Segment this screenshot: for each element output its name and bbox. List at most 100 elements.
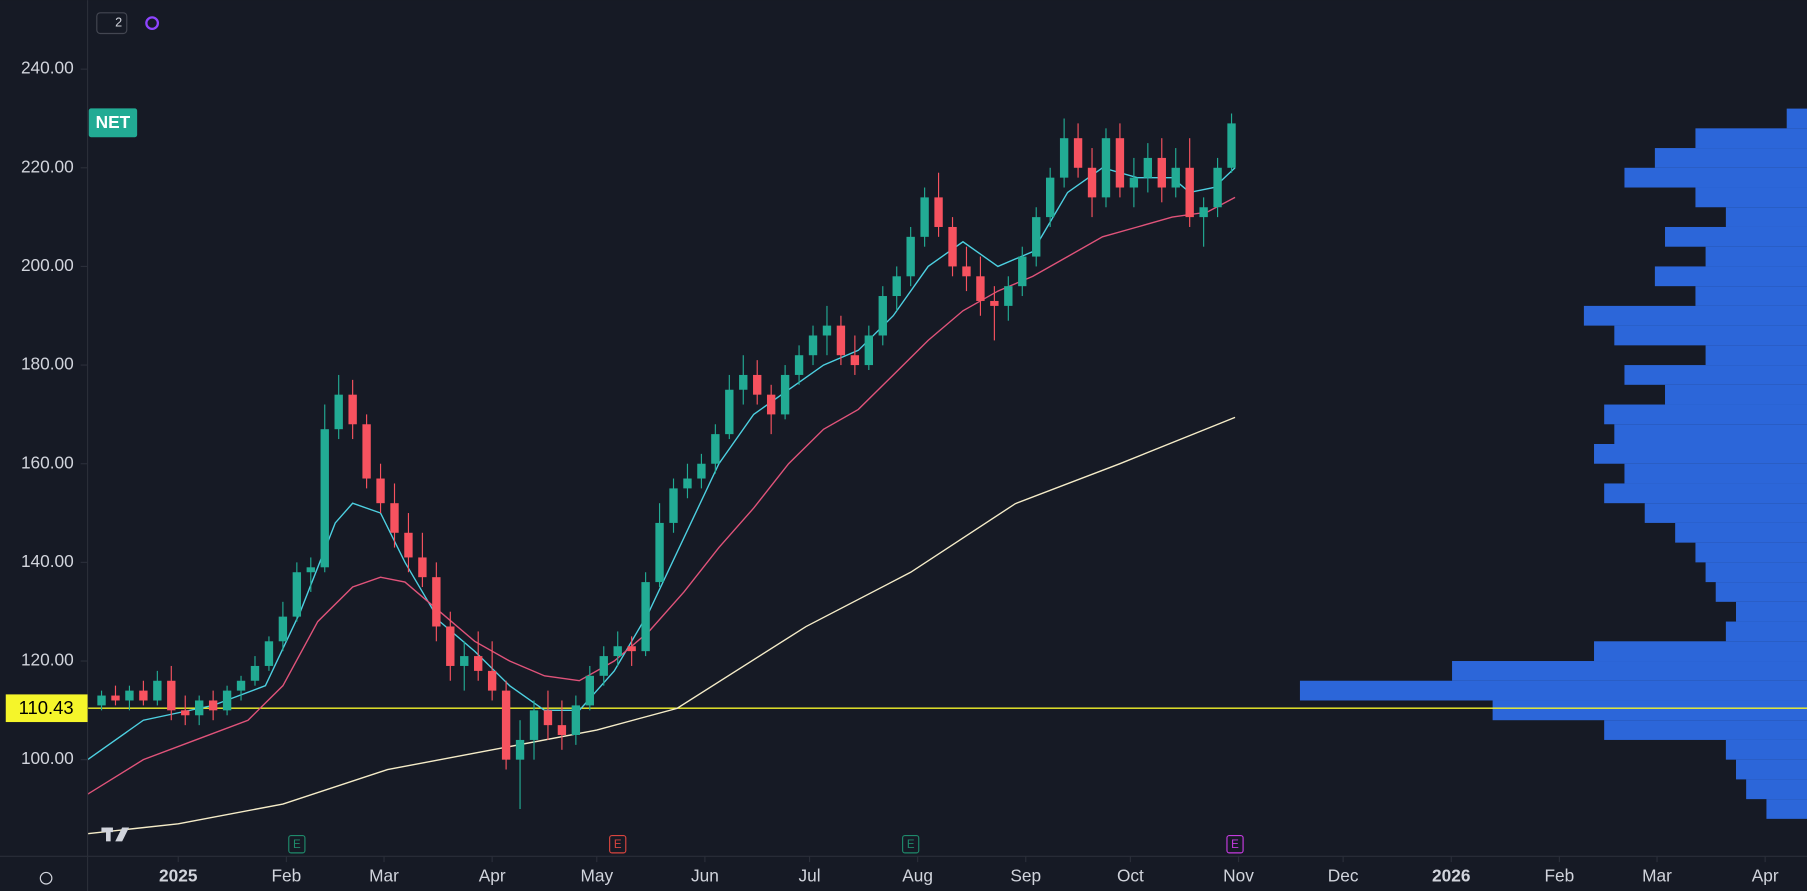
- candle-body: [1032, 217, 1041, 257]
- candle-body: [362, 424, 371, 479]
- volume-profile-bar: [1644, 503, 1807, 523]
- volume-profile-bar: [1614, 424, 1807, 444]
- volume-profile-bar: [1786, 108, 1807, 129]
- candle-body: [753, 374, 762, 395]
- x-tick-label: Mar: [1642, 866, 1672, 886]
- candle-body: [920, 197, 929, 237]
- settings-icon[interactable]: [39, 871, 53, 885]
- volume-profile-bar: [1604, 720, 1807, 740]
- volume-profile-bar: [1665, 384, 1807, 405]
- candle-body: [250, 665, 260, 681]
- volume-profile-bar: [1624, 167, 1807, 188]
- x-tick-label: Feb: [1544, 866, 1574, 886]
- interval-badge[interactable]: 2: [115, 15, 122, 29]
- volume-profile-bar: [1695, 286, 1807, 306]
- volume-profile-bar: [1695, 542, 1807, 563]
- volume-profile-bar: [1604, 404, 1807, 425]
- moving-average: [87, 196, 1236, 795]
- candle-body: [822, 325, 832, 336]
- volume-profile-bar: [1299, 680, 1807, 701]
- event-marker: [902, 835, 920, 854]
- candle-body: [125, 690, 134, 701]
- interval-box[interactable]: [96, 12, 128, 35]
- candle-body: [153, 680, 162, 701]
- x-tick-label: Jul: [798, 866, 820, 886]
- x-tick-label: 2026: [1432, 866, 1470, 886]
- candle-body: [334, 394, 343, 430]
- candle-body: [515, 739, 525, 760]
- candle-body: [97, 695, 106, 706]
- event-label: E: [1231, 839, 1239, 851]
- candle-body: [222, 690, 232, 711]
- event-marker: [288, 835, 306, 854]
- volume-profile-bar: [1736, 759, 1807, 780]
- candle-body: [1157, 157, 1166, 188]
- x-tick-label: 2025: [159, 866, 198, 886]
- candle-body: [850, 355, 860, 366]
- candle-body: [683, 478, 692, 489]
- candle-body: [111, 695, 120, 701]
- candle-body: [348, 394, 357, 425]
- volume-profile-bar: [1675, 522, 1807, 543]
- volume-profile-bar: [1665, 226, 1807, 247]
- volume-profile-bar: [1654, 148, 1807, 168]
- candle-body: [390, 503, 399, 533]
- y-tick-label: 180.00: [21, 354, 74, 374]
- candle-body: [641, 582, 650, 652]
- event-marker: [1226, 835, 1244, 854]
- candle-body: [320, 429, 329, 568]
- candle-body: [1199, 207, 1208, 218]
- candle-body: [711, 434, 720, 464]
- candle-body: [1115, 138, 1125, 188]
- volume-profile-bar: [1715, 582, 1807, 602]
- candle-body: [669, 488, 678, 523]
- candle-body: [794, 355, 804, 375]
- candle-body: [208, 700, 218, 711]
- candle-body: [1045, 177, 1055, 218]
- y-tick-label: 240.00: [21, 58, 74, 78]
- volume-profile-bar: [1614, 325, 1807, 346]
- candle-body: [934, 197, 943, 227]
- candle-body: [1227, 123, 1236, 168]
- volume-profile-bar: [1624, 463, 1807, 484]
- candle-body: [236, 680, 246, 691]
- candle-body: [306, 567, 315, 573]
- candle-body: [1018, 256, 1027, 287]
- candle-body: [1185, 167, 1194, 218]
- candle-body: [529, 710, 539, 740]
- status-icon[interactable]: [145, 16, 160, 31]
- candle-body: [627, 646, 636, 652]
- volume-profile-bar: [1594, 443, 1807, 464]
- event-label: E: [907, 839, 915, 851]
- x-tick-label: Apr: [479, 866, 506, 886]
- volume-profile-bar: [1583, 305, 1807, 326]
- volume-profile-bar: [1594, 641, 1807, 662]
- price-label-box: [5, 694, 88, 723]
- symbol-label: NET: [96, 112, 131, 132]
- y-tick-label: 100.00: [21, 748, 74, 768]
- price-label: 110.43: [19, 697, 74, 718]
- volume-profile-bar: [1695, 128, 1807, 149]
- candle-body: [697, 463, 706, 479]
- candle-body: [976, 276, 985, 301]
- event-marker: [609, 835, 627, 854]
- candle-body: [543, 710, 553, 726]
- candle-body: [613, 646, 622, 657]
- volume-profile-bar: [1705, 246, 1807, 267]
- candle-body: [1004, 286, 1013, 306]
- volume-profile-bar: [1736, 601, 1807, 622]
- volume-profile-bar: [1604, 483, 1807, 504]
- moving-average: [87, 167, 1236, 761]
- event-label: E: [293, 839, 301, 851]
- y-tick-label: 220.00: [21, 156, 74, 176]
- candle-body: [780, 374, 790, 415]
- candle-body: [460, 656, 469, 666]
- volume-profile-bar: [1725, 207, 1807, 227]
- volume-profile-bar: [1766, 799, 1807, 819]
- y-tick-label: 160.00: [21, 452, 74, 472]
- x-tick-label: Dec: [1328, 866, 1359, 886]
- candle-body: [404, 532, 413, 558]
